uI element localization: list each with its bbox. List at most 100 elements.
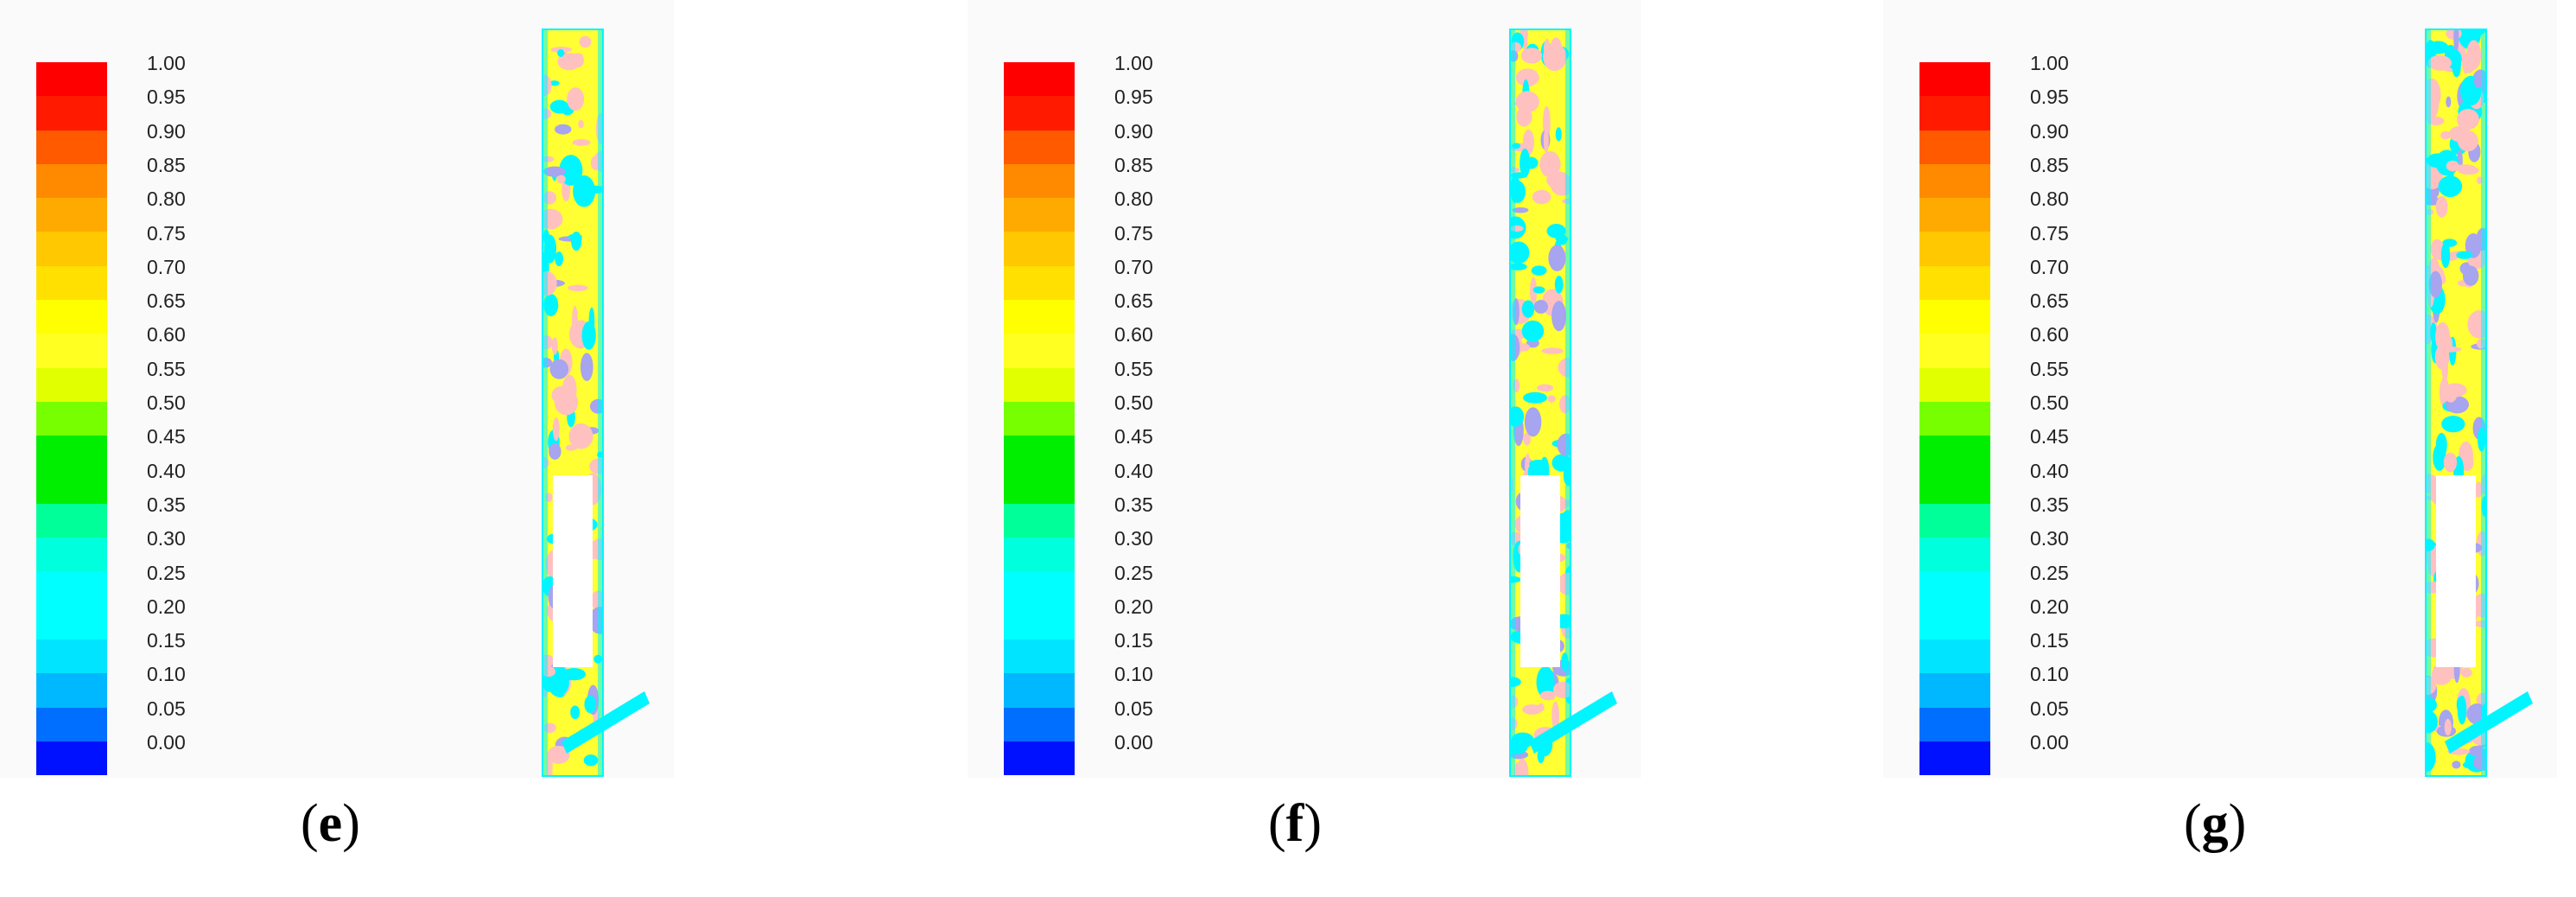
colorbar-segment	[36, 130, 107, 164]
colorbar-segment	[1919, 639, 1990, 674]
contour-blob	[1516, 343, 1531, 352]
contour-blob	[556, 175, 566, 184]
colorbar-tick-label: 0.10	[2030, 663, 2069, 686]
contour-blob	[2467, 310, 2486, 339]
contour-blob	[1541, 347, 1564, 354]
colorbar-segment	[1919, 265, 1990, 301]
colorbar-segment	[1919, 198, 1990, 232]
colorbar-tick-label: 0.50	[1114, 391, 1153, 414]
colorbar-segment	[36, 401, 107, 436]
wall-strip	[598, 29, 603, 776]
colorbar-tick-label: 0.25	[1114, 561, 1153, 584]
colorbar-tick-label: 0.00	[147, 731, 186, 754]
contour-blob	[1522, 129, 1535, 156]
contour-blob	[1532, 189, 1551, 205]
contour-blob	[572, 138, 591, 146]
colorbar-tick-label: 0.90	[1114, 119, 1153, 143]
colorbar-tick-label: 0.65	[2030, 289, 2069, 313]
contour-blob	[542, 166, 566, 177]
contour-blob	[1520, 48, 1543, 64]
contour-blob	[1536, 665, 1555, 698]
contour-blob	[2435, 432, 2447, 458]
contour-blob	[580, 353, 593, 382]
contour-blob	[1524, 407, 1542, 437]
contour-blob	[2457, 695, 2467, 725]
colorbar-segment	[1004, 639, 1075, 674]
contour-blob	[2473, 75, 2484, 88]
colorbar-tick-label: 0.40	[147, 459, 186, 482]
colorbar-tick-label: 0.55	[147, 357, 186, 380]
contour-blob	[1551, 301, 1567, 332]
colorbar-segment	[1919, 401, 1990, 436]
contour-blob	[1531, 265, 1547, 276]
colorbar-segment	[36, 469, 107, 504]
colorbar-tick-label: 1.00	[2030, 52, 2069, 74]
colorbar-segment	[36, 198, 107, 232]
colorbar-tick-label: 0.85	[2030, 153, 2069, 176]
colorbar-tick-label: 0.20	[1114, 595, 1153, 618]
colorbar-segment	[1004, 265, 1075, 301]
contour-blob	[1515, 68, 1539, 87]
colorbar-tick-label: 0.05	[2030, 697, 2069, 720]
colorbar-tick-label: 0.15	[1114, 629, 1153, 652]
colorbar-segment	[1919, 300, 1990, 334]
contour-blob	[2443, 452, 2458, 473]
colorbar-segment	[1919, 436, 1990, 470]
colorbar-segment	[1004, 163, 1075, 199]
colorbar	[1004, 62, 1075, 776]
contour-blob	[1523, 432, 1531, 446]
colorbar-segment	[36, 503, 107, 538]
contour-blob	[581, 185, 603, 194]
colorbar-segment	[1919, 232, 1990, 266]
panel-g: 1.00 0.95 0.90 0.85 0.80 0.75 0.70 0.65 0.60 0.55…	[1883, 0, 2557, 897]
contour-plot	[2425, 29, 2533, 777]
contour-blob	[2462, 265, 2479, 286]
colorbar-tick-label: 0.05	[147, 697, 186, 720]
colorbar-tick-label: 0.35	[147, 493, 186, 516]
contour-blob	[1537, 748, 1545, 764]
contour-blob	[2440, 130, 2451, 140]
colorbar-segment	[1004, 198, 1075, 232]
contour-blob	[1522, 704, 1543, 715]
colorbar-tick-label: 0.95	[2030, 86, 2069, 109]
colorbar-segment	[1004, 367, 1075, 402]
colorbar-segment	[1004, 130, 1075, 164]
contour-blob	[1532, 286, 1545, 294]
contour-blob	[2441, 416, 2465, 433]
colorbar-tick-label: 0.15	[147, 629, 186, 652]
contour-blob	[2457, 109, 2479, 130]
colorbar-segment	[1004, 436, 1075, 470]
colorbar-tick-label: 0.80	[2030, 188, 2069, 211]
colorbar-tick-label: 0.05	[1114, 697, 1153, 720]
colorbar-tick-label: 0.10	[147, 663, 186, 686]
column-outline	[2425, 29, 2487, 777]
colorbar-segment	[1919, 571, 1990, 606]
contour-blob	[1515, 91, 1539, 112]
contour-blob	[583, 754, 599, 767]
contour-blob	[2440, 242, 2451, 269]
colorbar-segment	[1919, 673, 1990, 708]
inlet-pipe	[1529, 691, 1617, 754]
column-outline	[1509, 29, 1571, 777]
colorbar-tick-label: 0.45	[1114, 425, 1153, 448]
colorbar-segment	[1919, 163, 1990, 199]
colorbar-segment	[1919, 707, 1990, 741]
contour-blob	[1520, 148, 1531, 178]
colorbar-tick-label: 0.90	[2030, 119, 2069, 143]
internal-obstacle	[2436, 475, 2476, 667]
colorbar-tick-label: 0.50	[147, 391, 186, 414]
colorbar-tick-label: 0.60	[1114, 323, 1153, 347]
colorbar-segment	[1004, 334, 1075, 368]
contour-blob	[2446, 96, 2452, 108]
colorbar-segment	[36, 232, 107, 266]
colorbar-tick-label: 0.65	[147, 289, 186, 313]
contour-blob	[2435, 321, 2451, 352]
contour-blob	[551, 337, 558, 355]
column-outline	[542, 29, 604, 777]
contour-blob	[2453, 164, 2477, 172]
colorbar-tick-label: 0.10	[1114, 663, 1153, 686]
colorbar-tick-label: 0.90	[147, 119, 186, 143]
contour-blob	[1521, 320, 1545, 342]
contour-plot	[1509, 29, 1617, 777]
colorbar-tick-label: 0.35	[1114, 493, 1153, 516]
